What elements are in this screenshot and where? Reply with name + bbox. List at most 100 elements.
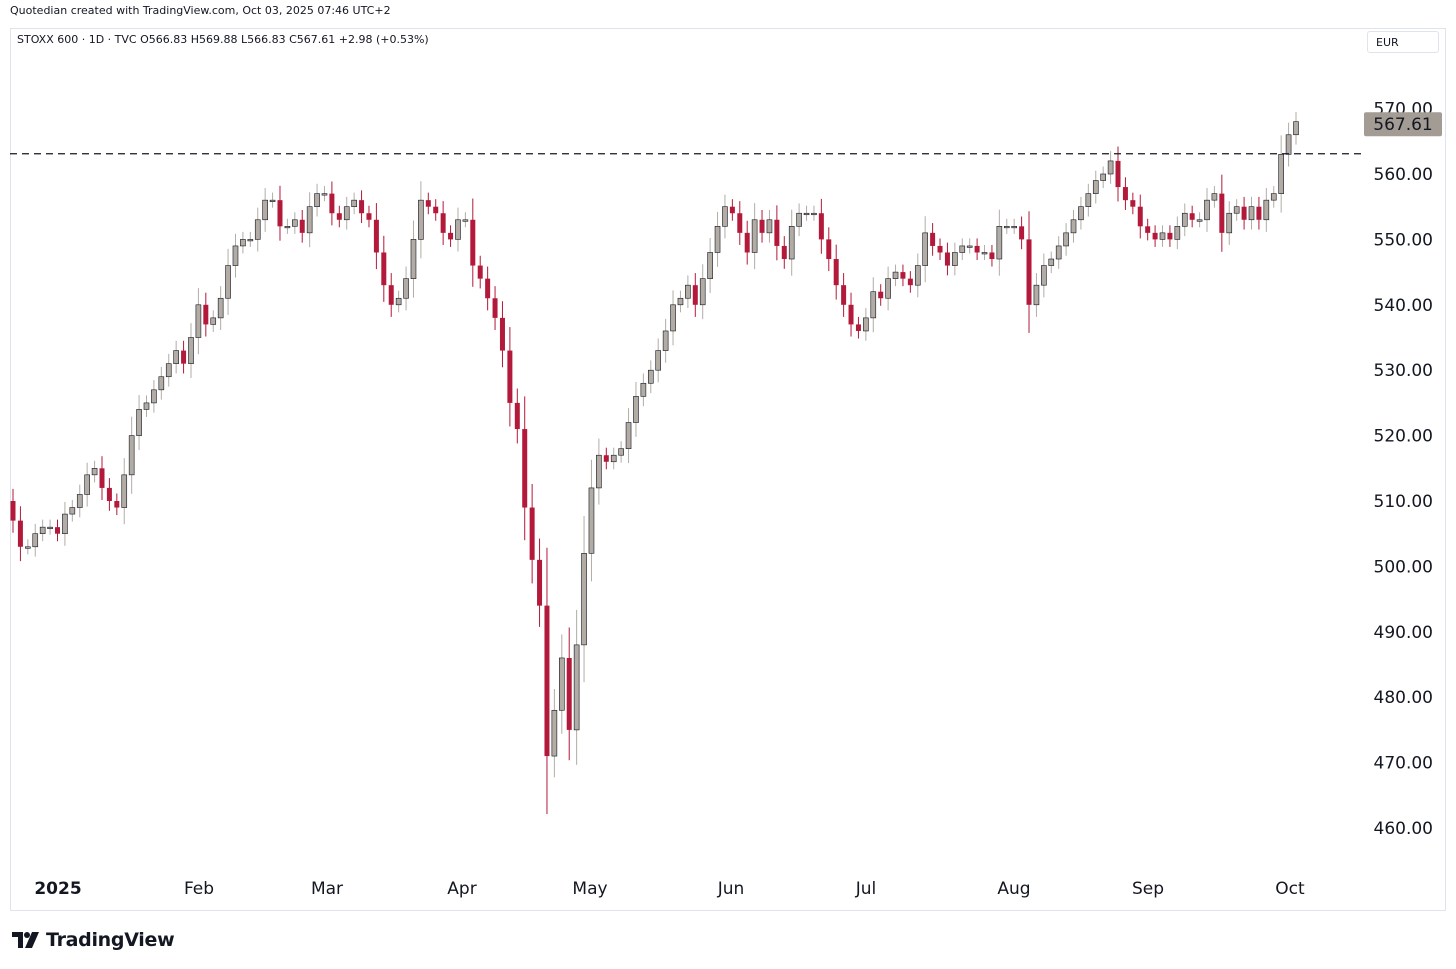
candle-body: [537, 559, 543, 606]
candle: [217, 286, 224, 330]
candle-body: [811, 212, 817, 216]
candle-body: [136, 409, 142, 436]
candle-body: [1107, 160, 1114, 175]
candle: [952, 242, 958, 276]
candle: [69, 500, 76, 522]
x-tick-label: May: [572, 879, 607, 899]
candle: [165, 353, 172, 387]
x-tick-label: Jun: [717, 879, 745, 899]
candle: [373, 203, 379, 270]
candle-body: [351, 199, 357, 208]
candle: [418, 181, 424, 259]
candle-body: [818, 213, 824, 240]
candle-body: [885, 278, 891, 299]
candle-body: [91, 467, 98, 476]
candle-body: [603, 455, 609, 462]
candle-body: [121, 474, 128, 508]
candle-body: [440, 213, 446, 233]
candle-body: [188, 337, 194, 364]
candle-body: [522, 429, 528, 508]
x-tick-label: Feb: [184, 879, 214, 899]
candle-body: [922, 232, 928, 266]
candle: [1078, 196, 1084, 230]
y-tick-label: 510.00: [1374, 492, 1433, 512]
candle: [707, 238, 713, 294]
candle: [225, 248, 231, 315]
candle: [17, 506, 23, 562]
candle: [655, 338, 662, 383]
candle: [833, 244, 839, 300]
candle: [247, 231, 254, 247]
candle: [499, 301, 505, 368]
candle-body: [833, 259, 839, 286]
candle: [1003, 218, 1010, 234]
chart-pane[interactable]: [10, 28, 1446, 911]
candle: [863, 308, 869, 341]
price-axis[interactable]: 460.00 470.00 480.00 490.00 500.00 510.00 520.…: [1374, 100, 1433, 839]
candle-body: [1078, 206, 1084, 221]
candle: [722, 194, 728, 239]
candle: [959, 238, 966, 261]
candle: [188, 323, 194, 379]
candle-body: [299, 219, 305, 233]
candle-body: [685, 284, 691, 299]
candle-body: [373, 219, 379, 253]
candle-body: [633, 396, 639, 423]
candle: [692, 273, 698, 317]
candle: [588, 459, 595, 582]
candle-body: [841, 285, 847, 305]
candle-body: [277, 200, 283, 227]
candle: [974, 238, 980, 261]
candle-body: [1085, 193, 1092, 207]
candle: [292, 212, 298, 234]
candle-body: [966, 245, 973, 248]
candle-body: [181, 350, 187, 364]
candle: [329, 181, 335, 226]
candle: [1278, 135, 1284, 213]
candle: [714, 211, 721, 267]
candle: [781, 236, 787, 269]
candle-body: [714, 226, 721, 253]
time-axis[interactable]: 2025 Feb Mar Apr May Jun Jul Aug Sep Oct: [34, 879, 1305, 899]
currency-button[interactable]: EUR: [1367, 31, 1439, 53]
brand-name: TradingView: [46, 929, 175, 951]
candle-body: [262, 199, 268, 221]
candle: [573, 609, 580, 765]
candle-body: [529, 507, 535, 560]
candle: [914, 253, 921, 298]
x-tick-label: Apr: [447, 879, 476, 899]
candle: [381, 235, 387, 302]
candle-body: [751, 219, 758, 253]
candle: [351, 192, 357, 215]
candle: [1196, 212, 1203, 228]
candle-body: [99, 468, 105, 488]
candle-body: [485, 278, 491, 299]
candle: [937, 238, 943, 261]
candle: [729, 199, 735, 221]
candle-body: [892, 271, 899, 279]
candle: [1204, 188, 1210, 232]
candle: [1248, 196, 1255, 230]
candle: [455, 207, 461, 252]
candle: [1211, 186, 1218, 208]
candle: [433, 199, 439, 221]
candle: [1241, 196, 1247, 230]
last-price-box: [1364, 112, 1442, 137]
candle-body: [937, 245, 943, 253]
candle: [1048, 251, 1055, 274]
candle-body: [1181, 212, 1188, 227]
candle-body: [744, 232, 750, 253]
candle-body: [1100, 173, 1106, 181]
candle-body: [240, 239, 246, 247]
candle: [1033, 273, 1040, 317]
candles-layer: [10, 111, 1299, 814]
candle: [1219, 174, 1225, 252]
candle-body: [796, 212, 802, 227]
candle-body: [625, 422, 632, 449]
candle-body: [788, 226, 795, 260]
candle: [737, 201, 743, 245]
candle: [425, 192, 431, 215]
candle: [136, 395, 142, 450]
candle: [492, 286, 498, 330]
